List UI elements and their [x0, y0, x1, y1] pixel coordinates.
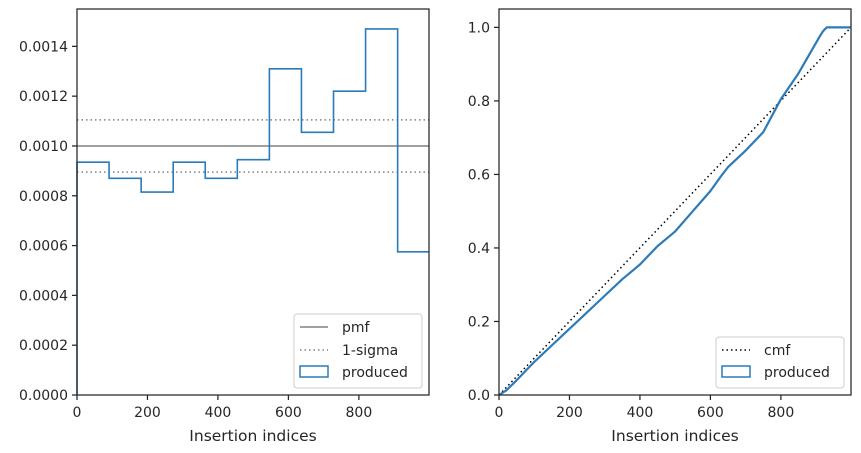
y-tick-label: 0.0014 [19, 39, 68, 55]
left-y-ticks: 0.0000 0.0002 0.0004 0.0006 0.0008 0.0010 0.00… [19, 39, 77, 404]
legend-produced-label: produced [342, 365, 408, 381]
right-plot: 0 200 400 600 800 0.0 0.2 0.4 0.6 0.8 1.0 Inserti… [468, 8, 852, 445]
x-tick-label: 400 [205, 405, 232, 421]
y-tick-label: 0.0 [468, 388, 490, 404]
y-tick-label: 0.0004 [19, 288, 68, 304]
x-tick-label: 0 [73, 405, 82, 421]
y-tick-label: 0.0000 [19, 388, 68, 404]
right-x-ticks: 0 200 400 600 800 [495, 395, 795, 421]
x-tick-label: 600 [275, 405, 302, 421]
y-tick-label: 0.4 [468, 241, 490, 257]
legend-cmf-label: cmf [764, 343, 791, 359]
x-tick-label: 800 [768, 405, 795, 421]
y-tick-label: 0.8 [468, 94, 490, 110]
right-legend: cmf produced [715, 336, 845, 389]
legend-sigma-label: 1-sigma [342, 343, 398, 359]
x-tick-label: 600 [697, 405, 724, 421]
x-tick-label: 400 [627, 405, 654, 421]
y-tick-label: 0.0002 [19, 338, 68, 354]
legend-pmf-label: pmf [342, 320, 371, 336]
x-tick-label: 800 [346, 405, 373, 421]
y-tick-label: 0.6 [468, 167, 490, 183]
left-legend: pmf 1-sigma produced [293, 313, 423, 389]
left-legend-box [293, 313, 423, 389]
legend-produced-cdf-swatch [721, 365, 751, 378]
right-axes-frame [498, 8, 852, 396]
right-legend-box [715, 336, 845, 389]
x-tick-label: 0 [495, 405, 504, 421]
legend-produced-swatch [299, 365, 329, 378]
x-tick-label: 200 [134, 405, 161, 421]
produced-cdf-line [498, 26, 851, 396]
left-x-axis-label: Insertion indices [189, 427, 316, 445]
produced-histogram-step [76, 28, 429, 395]
y-tick-label: 0.2 [468, 314, 490, 330]
legend-produced-cdf-label: produced [764, 365, 830, 381]
y-tick-label: 0.0006 [19, 239, 68, 255]
y-tick-label: 0.0008 [19, 189, 68, 205]
sigma-lines [77, 119, 429, 173]
cmf-line [498, 26, 852, 396]
y-tick-label: 0.0012 [19, 89, 68, 105]
right-x-axis-label: Insertion indices [611, 427, 738, 445]
y-tick-label: 0.0010 [19, 139, 68, 155]
left-axes-frame [76, 8, 430, 396]
right-y-ticks: 0.0 0.2 0.4 0.6 0.8 1.0 [468, 20, 499, 404]
y-tick-label: 1.0 [468, 20, 490, 36]
left-x-ticks: 0 200 400 600 800 [73, 395, 373, 421]
left-plot: 0 200 400 600 800 0.00000.00020.00040.00060.… [19, 8, 430, 445]
x-tick-label: 200 [556, 405, 583, 421]
